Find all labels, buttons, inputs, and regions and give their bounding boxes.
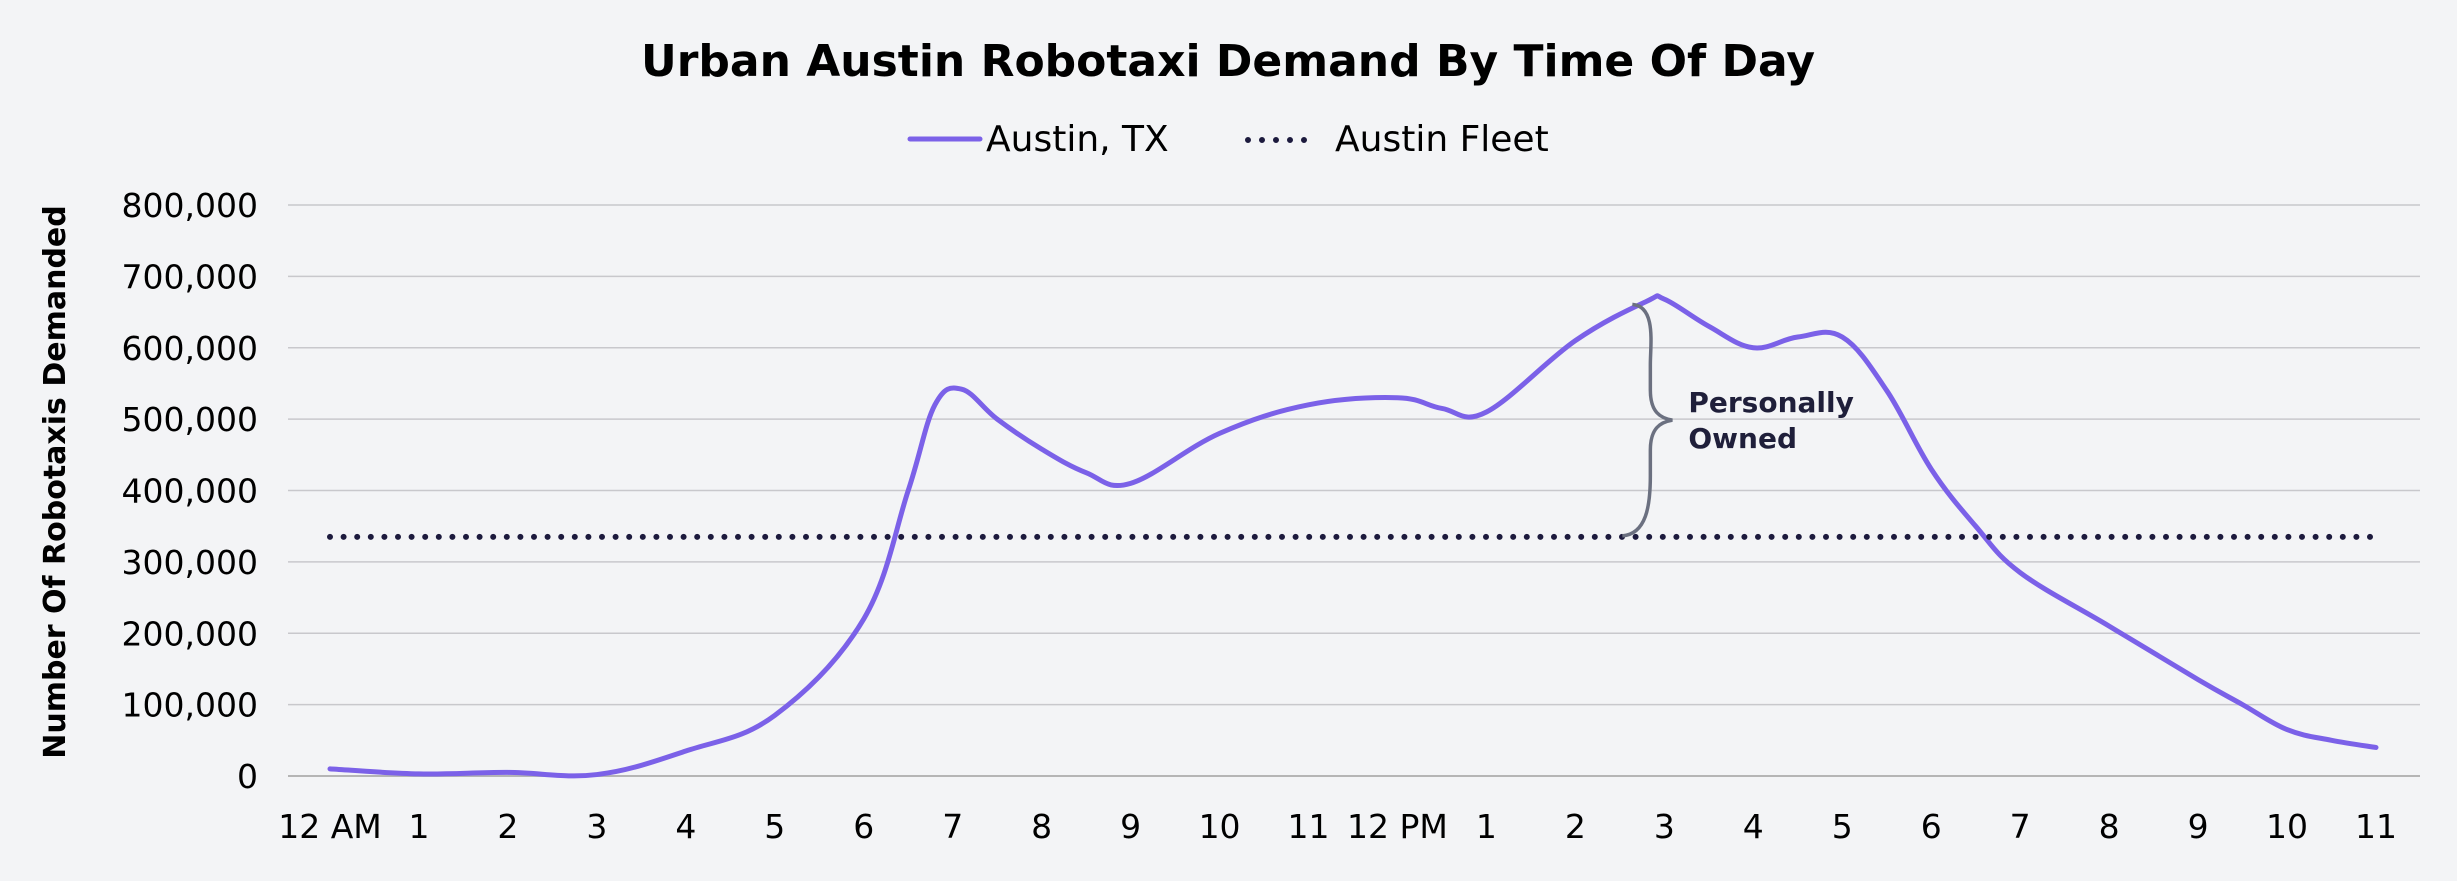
- y-tick-labels: 0 100,000 200,000 300,000 400,000 500,000 600,…: [122, 186, 258, 796]
- x-tick-label: 5: [1832, 807, 1853, 846]
- x-tick-label: 5: [764, 807, 785, 846]
- y-tick-label: 800,000: [122, 186, 258, 225]
- series-layer: [327, 293, 2379, 779]
- personally-owned-brace: [1622, 302, 1673, 538]
- x-tick-label: 9: [1120, 807, 1141, 846]
- x-tick-label: 12 AM: [278, 807, 382, 846]
- annotation-label: Personally: [1688, 386, 1854, 419]
- legend-label-austin-fleet: Austin Fleet: [1335, 119, 1549, 160]
- x-tick-label: 1: [408, 807, 429, 846]
- annotation-label: Owned: [1688, 422, 1797, 455]
- series-line-austin-tx: [327, 293, 2379, 779]
- legend: Austin, TX Austin Fleet: [907, 119, 1549, 160]
- y-tick-label: 600,000: [122, 329, 258, 368]
- y-tick-label: 300,000: [122, 543, 258, 582]
- y-axis-label: Number Of Robotaxis Demanded: [38, 205, 73, 759]
- x-tick-label: 6: [853, 807, 874, 846]
- x-tick-label: 12 PM: [1347, 807, 1448, 846]
- y-tick-label: 700,000: [122, 257, 258, 296]
- x-tick-label: 2: [497, 807, 518, 846]
- x-tick-label: 6: [1921, 807, 1942, 846]
- x-tick-label: 7: [942, 807, 963, 846]
- x-tick-label: 2: [1565, 807, 1586, 846]
- x-tick-label: 9: [2188, 807, 2209, 846]
- x-tick-label: 3: [1654, 807, 1675, 846]
- x-tick-label: 11: [2355, 807, 2397, 846]
- y-tick-label: 400,000: [122, 472, 258, 511]
- x-tick-label: 8: [1031, 807, 1052, 846]
- chart-title: Urban Austin Robotaxi Demand By Time Of …: [641, 36, 1815, 87]
- y-tick-label: 0: [237, 757, 258, 796]
- x-tick-label: 11: [1288, 807, 1330, 846]
- y-tick-label: 100,000: [122, 686, 258, 725]
- x-tick-label: 7: [2010, 807, 2031, 846]
- gridlines: [288, 204, 2420, 777]
- x-tick-labels: 12 AM 1 2 3 4 5 6 7 8 9 10 11 12 PM 1 2 3 4 5 6 7 8 9 10 11: [278, 807, 2397, 846]
- y-tick-label: 200,000: [122, 614, 258, 653]
- x-tick-label: 1: [1476, 807, 1497, 846]
- y-tick-label: 500,000: [122, 400, 258, 439]
- legend-label-austin-tx: Austin, TX: [986, 119, 1169, 160]
- x-tick-label: 10: [2266, 807, 2308, 846]
- x-tick-label: 10: [1199, 807, 1241, 846]
- x-tick-label: 3: [586, 807, 607, 846]
- x-tick-label: 4: [1743, 807, 1764, 846]
- x-tick-label: 4: [675, 807, 696, 846]
- x-tick-label: 8: [2099, 807, 2120, 846]
